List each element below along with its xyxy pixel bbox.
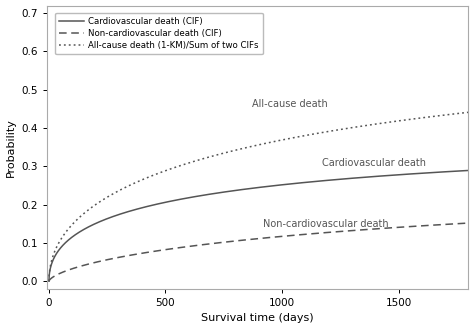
Non-cardiovascular death (CIF) xyxy=(239,238,245,242)
Legend: Cardiovascular death (CIF), Non-cardiovascular death (CIF), All-cause death (1-K: Cardiovascular death (CIF), Non-cardiova… xyxy=(55,13,263,54)
All-cause death (1-KM)/Sum of two CIFs xyxy=(239,147,245,151)
Line: Non-cardiovascular death (CIF): Non-cardiovascular death (CIF) xyxy=(49,223,468,281)
Cardiovascular death (CIF) xyxy=(67,237,73,240)
Cardiovascular death (CIF) xyxy=(376,174,382,178)
Y-axis label: Probability: Probability xyxy=(6,118,16,177)
All-cause death (1-KM)/Sum of two CIFs xyxy=(454,112,459,116)
Text: Cardiovascular death: Cardiovascular death xyxy=(322,158,426,168)
Non-cardiovascular death (CIF) xyxy=(453,222,459,226)
Cardiovascular death (CIF) xyxy=(250,186,256,190)
X-axis label: Survival time (days): Survival time (days) xyxy=(201,314,314,323)
Non-cardiovascular death (CIF) xyxy=(376,227,382,231)
Line: All-cause death (1-KM)/Sum of two CIFs: All-cause death (1-KM)/Sum of two CIFs xyxy=(49,112,468,281)
Cardiovascular death (CIF) xyxy=(46,279,52,283)
All-cause death (1-KM)/Sum of two CIFs xyxy=(465,110,471,114)
Cardiovascular death (CIF) xyxy=(454,169,459,173)
Cardiovascular death (CIF) xyxy=(453,169,459,173)
Text: Non-cardiovascular death: Non-cardiovascular death xyxy=(264,219,389,229)
Cardiovascular death (CIF) xyxy=(239,188,245,191)
All-cause death (1-KM)/Sum of two CIFs xyxy=(46,279,52,283)
Non-cardiovascular death (CIF) xyxy=(46,279,52,283)
All-cause death (1-KM)/Sum of two CIFs xyxy=(67,225,73,229)
Non-cardiovascular death (CIF) xyxy=(250,237,256,241)
Cardiovascular death (CIF) xyxy=(465,168,471,172)
Non-cardiovascular death (CIF) xyxy=(465,221,471,225)
Non-cardiovascular death (CIF) xyxy=(454,222,459,226)
Line: Cardiovascular death (CIF): Cardiovascular death (CIF) xyxy=(49,170,468,281)
All-cause death (1-KM)/Sum of two CIFs xyxy=(376,122,382,126)
Text: All-cause death: All-cause death xyxy=(252,99,328,109)
All-cause death (1-KM)/Sum of two CIFs xyxy=(250,144,256,148)
All-cause death (1-KM)/Sum of two CIFs xyxy=(453,112,459,116)
Non-cardiovascular death (CIF) xyxy=(67,267,73,271)
